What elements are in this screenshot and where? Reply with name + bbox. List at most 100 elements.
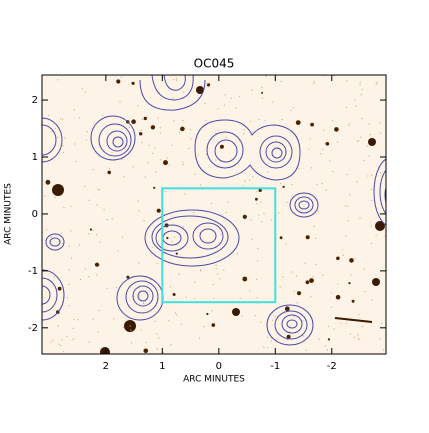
star (295, 120, 301, 125)
star (220, 233, 222, 235)
star (345, 205, 347, 207)
star (140, 129, 142, 131)
star (78, 244, 80, 246)
star (322, 274, 324, 276)
star (319, 153, 322, 155)
star (200, 270, 202, 272)
y-tick-label: -2 (28, 323, 38, 334)
star (282, 276, 284, 278)
star (52, 184, 64, 196)
star (70, 230, 72, 232)
star (168, 320, 170, 322)
star (121, 236, 123, 238)
star (267, 171, 269, 173)
star (196, 86, 204, 94)
star (133, 295, 135, 297)
star (131, 81, 135, 85)
contour-group (42, 269, 65, 321)
star (156, 262, 158, 264)
star (128, 126, 130, 128)
star (98, 309, 100, 312)
star (302, 335, 304, 337)
star (363, 268, 365, 270)
star (108, 167, 111, 170)
star (81, 88, 83, 90)
x-tick-label: 1 (159, 361, 165, 372)
star (310, 296, 312, 298)
star (358, 314, 360, 316)
star (217, 273, 219, 275)
star (239, 95, 241, 97)
star (149, 279, 151, 281)
star (271, 219, 273, 221)
star (369, 134, 371, 136)
star (312, 276, 314, 278)
star (199, 269, 202, 271)
star (119, 101, 121, 103)
star (96, 234, 98, 236)
star (51, 339, 54, 341)
star (139, 132, 143, 136)
star (302, 320, 304, 322)
star (379, 122, 381, 124)
star (326, 349, 328, 351)
star (364, 291, 366, 293)
star (350, 274, 352, 276)
star (100, 347, 110, 354)
star (371, 174, 373, 176)
star (140, 329, 142, 331)
star (137, 200, 139, 202)
star (106, 287, 108, 289)
star (305, 235, 310, 240)
star (257, 248, 259, 250)
star (371, 188, 373, 190)
star (71, 257, 73, 259)
star (51, 131, 53, 133)
star (205, 120, 207, 122)
star (97, 188, 99, 191)
star (278, 212, 280, 214)
star (203, 325, 205, 328)
star (137, 105, 139, 107)
star (141, 141, 143, 144)
star (147, 161, 149, 164)
star (212, 284, 214, 286)
star (79, 278, 82, 281)
star (379, 172, 382, 174)
star (97, 331, 99, 333)
star (368, 123, 370, 125)
star (130, 329, 132, 331)
star (143, 220, 145, 222)
star (345, 235, 347, 237)
star (356, 181, 358, 183)
star (325, 345, 327, 347)
star (224, 94, 226, 96)
contour-group (139, 75, 206, 111)
star (113, 318, 115, 320)
star (379, 338, 381, 340)
star (348, 125, 350, 127)
star (54, 127, 57, 129)
contour-group (144, 209, 240, 267)
star (92, 318, 94, 320)
star (197, 154, 200, 156)
star (271, 101, 273, 103)
star (211, 310, 213, 312)
star (261, 220, 263, 223)
star (263, 213, 265, 215)
star (241, 315, 243, 317)
star (159, 127, 161, 129)
star (57, 325, 59, 327)
contour-group (289, 192, 319, 218)
star (50, 236, 52, 238)
star (194, 281, 196, 283)
star (347, 205, 349, 207)
star (173, 120, 175, 122)
star (345, 106, 347, 108)
star (249, 290, 251, 292)
star (355, 105, 357, 107)
star (286, 201, 288, 204)
star (175, 252, 178, 255)
star (172, 293, 176, 296)
plot-frame (41, 74, 387, 355)
